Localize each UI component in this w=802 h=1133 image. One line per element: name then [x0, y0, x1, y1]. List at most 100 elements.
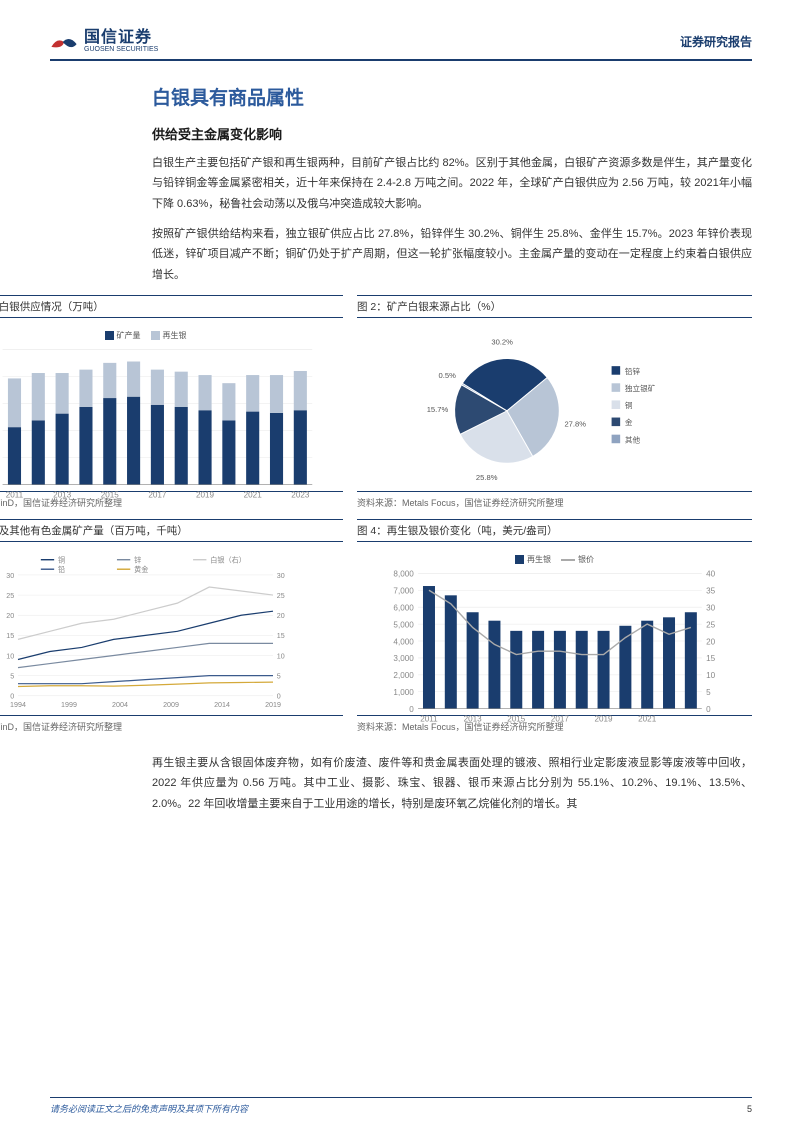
chart-1-panel: 图 1：全球白银供应情况（万吨） 矿产量 再生银 1.51.92.32.73.1…: [0, 295, 343, 519]
svg-text:0: 0: [409, 705, 414, 714]
chart-3-svg: 0 0 5 5 10 10 15 15 20 20 25 25 30 30 铜 锌 白银（右） 铅 黄金 1994 19…: [0, 554, 339, 711]
svg-text:2017: 2017: [148, 491, 167, 500]
svg-text:10: 10: [277, 652, 285, 660]
svg-text:20: 20: [706, 637, 716, 646]
section-heading-2: 供给受主金属变化影响: [152, 124, 752, 143]
svg-text:15.7%: 15.7%: [427, 405, 449, 414]
chart-3-source: 资料来源：iFinD，国信证券经济研究所整理: [0, 716, 343, 743]
svg-text:2019: 2019: [196, 491, 215, 500]
svg-text:2014: 2014: [214, 701, 230, 709]
svg-text:40: 40: [706, 570, 716, 579]
chart-2-svg: 30.2% 27.8% 25.8% 15.7% 0.5% 铅锌独立银矿铜金其他: [361, 330, 748, 487]
svg-text:2021: 2021: [638, 715, 657, 724]
svg-text:其他: 其他: [625, 434, 641, 444]
svg-text:25: 25: [277, 592, 285, 600]
page-footer: 请务必阅读正文之后的免责声明及其项下所有内容 5: [50, 1097, 752, 1115]
svg-text:2009: 2009: [163, 701, 179, 709]
svg-text:15: 15: [706, 654, 716, 663]
chart-3-panel: 图 3：白银及其他有色金属矿产量（百万吨，千吨） 0 0 5 5 10 10 15 15 20 2…: [0, 519, 343, 743]
svg-text:铜: 铜: [625, 400, 633, 410]
svg-text:1999: 1999: [61, 701, 77, 709]
charts-grid: 图 1：全球白银供应情况（万吨） 矿产量 再生银 1.51.92.32.73.1…: [0, 295, 752, 743]
svg-text:黄金: 黄金: [134, 565, 148, 574]
chart-4-legend-item-1: 再生银: [527, 554, 551, 565]
svg-text:2004: 2004: [112, 701, 128, 709]
svg-text:铅锌: 铅锌: [625, 366, 641, 376]
svg-text:2021: 2021: [244, 491, 263, 500]
company-name-en: GUOSEN SECURITIES: [84, 46, 158, 53]
svg-text:1994: 1994: [10, 701, 26, 709]
svg-text:30: 30: [6, 572, 14, 580]
svg-text:3,000: 3,000: [393, 654, 414, 663]
svg-text:15: 15: [277, 632, 285, 640]
chart-2-panel: 图 2：矿产白银来源占比（%） 30.2% 27.8% 25.8% 15.7% 0.5%…: [357, 295, 752, 519]
svg-text:金: 金: [625, 417, 633, 427]
svg-text:25: 25: [6, 592, 14, 600]
svg-text:0: 0: [10, 693, 14, 701]
svg-text:2019: 2019: [265, 701, 281, 709]
svg-text:2011: 2011: [6, 491, 24, 500]
svg-text:30: 30: [706, 603, 716, 612]
svg-text:5: 5: [277, 673, 281, 681]
svg-text:35: 35: [706, 587, 716, 596]
svg-text:2011: 2011: [420, 715, 438, 724]
svg-text:7,000: 7,000: [393, 587, 414, 596]
svg-text:20: 20: [277, 612, 285, 620]
svg-text:8,000: 8,000: [393, 570, 414, 579]
svg-text:25: 25: [706, 620, 716, 629]
svg-text:30.2%: 30.2%: [491, 338, 513, 347]
company-name-cn: 国信证券: [84, 30, 158, 46]
chart-2-source: 资料来源：Metals Focus，国信证券经济研究所整理: [357, 492, 752, 519]
chart-2-title: 图 2：矿产白银来源占比（%）: [357, 295, 752, 318]
svg-text:20: 20: [6, 612, 14, 620]
paragraph-1: 白银生产主要包括矿产银和再生银两种，目前矿产银占比约 82%。区别于其他金属，白…: [152, 153, 752, 214]
chart-3-title: 图 3：白银及其他有色金属矿产量（百万吨，千吨）: [0, 519, 343, 542]
svg-text:5,000: 5,000: [393, 620, 414, 629]
svg-text:2015: 2015: [507, 715, 526, 724]
chart-4-legend: 再生银 银价: [361, 554, 748, 565]
svg-text:10: 10: [706, 671, 716, 680]
svg-text:铜: 铜: [58, 556, 65, 565]
chart-1-legend: 矿产量 再生银: [0, 330, 339, 341]
paragraph-2: 按照矿产银供给结构来看，独立银矿供应占比 27.8%，铅锌伴生 30.2%、铜伴…: [152, 224, 752, 285]
svg-text:1,000: 1,000: [393, 688, 414, 697]
chart-4-title: 图 4：再生银及银价变化（吨，美元/盎司）: [357, 519, 752, 542]
svg-text:锌: 锌: [134, 556, 141, 565]
svg-text:2013: 2013: [53, 491, 72, 500]
svg-text:0: 0: [706, 705, 711, 714]
svg-text:2015: 2015: [101, 491, 120, 500]
svg-text:6,000: 6,000: [393, 603, 414, 612]
page-header: 国信证券 GUOSEN SECURITIES 证券研究报告: [50, 30, 752, 61]
chart-1-legend-item-2: 再生银: [163, 330, 187, 341]
svg-text:铅: 铅: [58, 565, 65, 574]
svg-text:2019: 2019: [595, 715, 614, 724]
svg-text:10: 10: [6, 652, 14, 660]
chart-4-panel: 图 4：再生银及银价变化（吨，美元/盎司） 再生银 银价 0 1,000 2,000…: [357, 519, 752, 743]
footer-disclaimer: 请务必阅读正文之后的免责声明及其项下所有内容: [50, 1102, 248, 1115]
svg-text:25.8%: 25.8%: [476, 473, 498, 482]
svg-text:5: 5: [706, 688, 711, 697]
svg-text:独立银矿: 独立银矿: [625, 383, 656, 393]
logo-block: 国信证券 GUOSEN SECURITIES: [50, 30, 158, 53]
svg-text:0: 0: [277, 693, 281, 701]
chart-1-title: 图 1：全球白银供应情况（万吨）: [0, 295, 343, 318]
svg-text:2,000: 2,000: [393, 671, 414, 680]
svg-text:白银（右）: 白银（右）: [210, 556, 246, 565]
footer-page-number: 5: [747, 1104, 752, 1114]
svg-text:2023: 2023: [291, 491, 310, 500]
chart-4-svg: 0 1,000 2,000 3,000 4,000 5,000 6,000 7,000 8,00…: [361, 569, 748, 726]
chart-4-legend-item-2: 银价: [578, 554, 594, 565]
company-logo-icon: [50, 31, 78, 53]
svg-text:0.5%: 0.5%: [439, 371, 457, 380]
section-heading-1: 白银具有商品属性: [152, 83, 752, 110]
svg-text:4,000: 4,000: [393, 637, 414, 646]
chart-1-svg: 1.51.92.32.73.13.52011201320152017201920…: [0, 345, 339, 502]
report-type-label: 证券研究报告: [680, 33, 752, 50]
chart-1-legend-item-1: 矿产量: [117, 330, 141, 341]
svg-text:5: 5: [10, 673, 14, 681]
svg-text:30: 30: [277, 572, 285, 580]
paragraph-3: 再生银主要从含银固体废弃物，如有价废渣、废件等和贵金属表面处理的镀液、照相行业定…: [152, 753, 752, 814]
svg-text:2013: 2013: [464, 715, 483, 724]
svg-text:27.8%: 27.8%: [564, 419, 586, 428]
svg-text:15: 15: [6, 632, 14, 640]
